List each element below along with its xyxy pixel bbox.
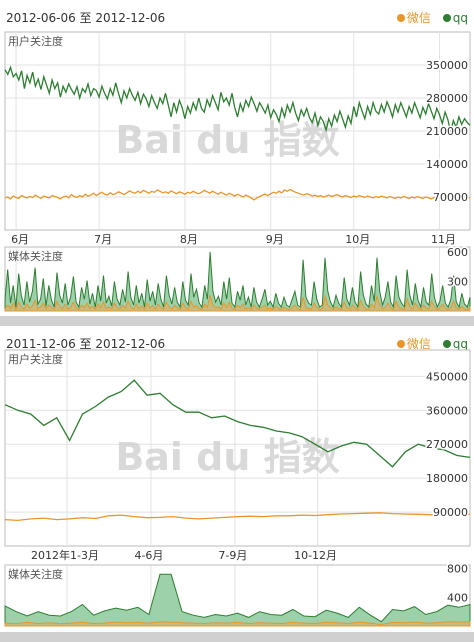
y-tick-label: 180000 xyxy=(426,472,468,485)
y-tick-label: 280000 xyxy=(426,92,468,105)
chart-svg-1-year: 用户关注度 2012年1-3月 4-6月 7-9月 10-12月 Bai du 指数 450… xyxy=(4,349,471,627)
series-line-weixin xyxy=(4,512,471,522)
chart-svg-6-months: 用户关注度 6月 7月 8月 9月 10月 11月 Bai du 指数 350000 280000… xyxy=(4,31,471,312)
y-tick-label: 450000 xyxy=(426,370,468,383)
y-tick-label: 600 xyxy=(447,246,468,259)
legend-item-qq[interactable]: qq xyxy=(442,337,468,351)
legend-item-qq[interactable]: qq xyxy=(442,11,468,25)
x-tick-label: 8月 xyxy=(180,233,198,246)
media-attention-label: 媒体关注度 xyxy=(8,567,63,581)
y-tick-label: 90000 xyxy=(433,506,468,519)
bottom-divider xyxy=(0,632,474,642)
series-line-qq xyxy=(4,65,471,133)
legend-label-qq: qq xyxy=(452,11,468,25)
legend-label-weixin: 微信 xyxy=(406,11,431,25)
qq-dot-icon xyxy=(442,14,451,22)
x-tick-label: 11月 xyxy=(431,233,456,246)
media-area-qq xyxy=(4,573,471,627)
date-range: 2012-06-06 至 2012-12-06 xyxy=(6,11,166,25)
chart-header: 2012-06-06 至 2012-12-06 微信 qq xyxy=(0,0,474,32)
weixin-dot-icon xyxy=(396,14,405,22)
media-area-weixin xyxy=(4,621,471,627)
x-tick-label: 2012年1-3月 xyxy=(31,548,99,562)
x-tick-label: 7-9月 xyxy=(218,549,247,562)
series-line-weixin xyxy=(4,188,471,201)
date-range: 2011-12-06 至 2012-12-06 xyxy=(6,337,166,351)
x-tick-label: 10-12月 xyxy=(294,549,337,562)
chart-panel-1-year: 2011-12-06 至 2012-12-06 微信 qq 用户关注度 2012年… xyxy=(0,326,474,642)
x-tick-label: 10月 xyxy=(345,233,370,246)
chart-panel-6-months: 2012-06-06 至 2012-12-06 微信 qq 用户关注度 6月 7月 8… xyxy=(0,0,474,316)
media-area-qq xyxy=(4,251,471,312)
panel-divider xyxy=(0,316,474,326)
legend-label-qq: qq xyxy=(452,337,468,351)
x-tick-label: 4-6月 xyxy=(134,549,163,562)
y-tick-label: 350000 xyxy=(426,59,468,72)
user-attention-label: 用户关注度 xyxy=(8,34,63,48)
legend-label-weixin: 微信 xyxy=(406,337,431,351)
baidu-watermark: Bai du 指数 xyxy=(115,118,339,162)
media-area-weixin xyxy=(4,294,471,312)
y-tick-label: 400 xyxy=(447,591,468,604)
chart-header: 2011-12-06 至 2012-12-06 微信 qq xyxy=(0,326,474,358)
media-attention-label: 媒体关注度 xyxy=(8,249,63,263)
legend: 微信 qq xyxy=(389,9,468,26)
weixin-dot-icon xyxy=(396,340,405,348)
y-tick-label: 210000 xyxy=(426,125,468,138)
y-tick-label: 300 xyxy=(447,275,468,288)
y-tick-label: 360000 xyxy=(426,404,468,417)
series-line-qq xyxy=(4,379,471,468)
x-tick-label: 9月 xyxy=(266,233,284,246)
x-tick-label: 7月 xyxy=(94,233,112,246)
legend-item-weixin[interactable]: 微信 xyxy=(396,11,431,25)
y-tick-label: 70000 xyxy=(433,191,468,204)
y-tick-label: 800 xyxy=(447,563,468,576)
y-tick-label: 140000 xyxy=(426,158,468,171)
baidu-watermark: Bai du 指数 xyxy=(115,435,339,479)
y-tick-label: 270000 xyxy=(426,438,468,451)
user-attention-label: 用户关注度 xyxy=(8,352,63,366)
qq-dot-icon xyxy=(442,340,451,348)
x-tick-label: 6月 xyxy=(11,233,29,246)
legend: 微信 qq xyxy=(389,335,468,352)
legend-item-weixin[interactable]: 微信 xyxy=(396,337,431,351)
